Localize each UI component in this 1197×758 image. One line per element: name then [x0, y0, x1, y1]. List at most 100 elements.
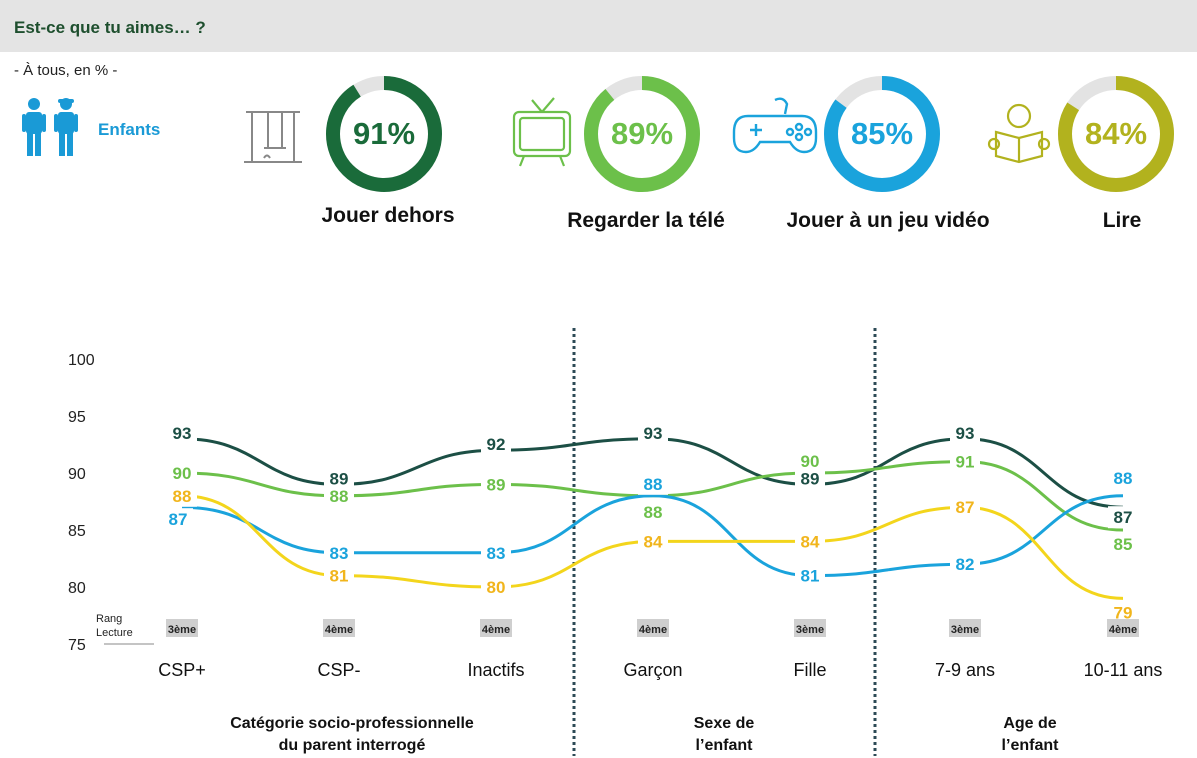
rank-value: 4ème — [482, 624, 510, 636]
kpi-value: 89% — [610, 116, 674, 151]
data-label-bg — [950, 450, 980, 473]
rank-value: 3ème — [796, 624, 824, 636]
data-label: 87 — [1114, 508, 1133, 527]
rank-value: 4ème — [1109, 624, 1137, 636]
data-label: 90 — [173, 464, 192, 483]
rank-badge — [166, 619, 198, 637]
data-label: 84 — [801, 532, 820, 551]
group-label: Catégorie socio-professionnelle — [230, 715, 474, 732]
rank-badge — [323, 619, 355, 637]
data-label-bg — [324, 484, 354, 507]
data-label: 93 — [173, 424, 192, 443]
data-label-bg — [324, 467, 354, 490]
audience-legend: Enfants — [20, 96, 190, 158]
data-label-bg — [167, 462, 197, 484]
data-label-bg — [481, 541, 511, 564]
kpi-label: Regarder la télé — [567, 209, 725, 232]
data-label: 84 — [644, 532, 663, 551]
group-label: du parent interrogé — [279, 737, 426, 754]
y-tick-label: 100 — [68, 352, 95, 369]
data-label-bg — [950, 421, 980, 444]
data-label: 89 — [487, 475, 506, 494]
y-tick-label: 95 — [68, 409, 86, 426]
x-tick-label: 7-9 ans — [935, 660, 995, 680]
data-label: 82 — [956, 555, 975, 574]
data-label: 89 — [801, 469, 820, 488]
data-label-bg — [324, 564, 354, 587]
data-label: 88 — [644, 475, 663, 494]
data-label-bg — [163, 508, 193, 531]
data-label: 81 — [801, 567, 820, 586]
rank-value: 4ème — [325, 624, 353, 636]
tv-icon — [512, 97, 572, 167]
data-label-bg — [950, 553, 980, 576]
kpi-ring — [326, 76, 442, 192]
kpi-value: 91% — [352, 116, 416, 151]
rank-value: 3ème — [168, 624, 196, 636]
group-label: l’enfant — [696, 737, 754, 754]
data-label-bg — [950, 496, 980, 519]
y-tick-label: 85 — [68, 523, 86, 540]
rank-badge — [794, 619, 826, 637]
data-label: 93 — [644, 424, 663, 443]
data-label: 90 — [801, 452, 820, 471]
data-label-bg — [638, 421, 668, 444]
y-tick-label: 80 — [68, 580, 86, 597]
data-label: 85 — [1114, 535, 1133, 554]
data-label: 87 — [169, 510, 188, 529]
rank-label: Lecture — [96, 627, 133, 639]
audience-label: Enfants — [98, 120, 161, 139]
kpi-jouer-jeu-video: 85% Jouer à un jeu vidéo — [728, 72, 990, 272]
data-label: 87 — [956, 498, 975, 517]
page-title: Est-ce que tu aimes… ? — [14, 18, 206, 37]
data-label-bg — [481, 576, 511, 598]
data-label-bg — [167, 421, 197, 444]
x-tick-label: 10-11 ans — [1084, 660, 1163, 680]
kpi-label: Jouer à un jeu vidéo — [786, 209, 990, 232]
header-bar: Est-ce que tu aimes… ? — [0, 0, 1197, 52]
data-label: 92 — [487, 435, 506, 454]
kpi-ring — [824, 76, 940, 192]
kpi-label: Lire — [1102, 209, 1142, 232]
data-label: 93 — [956, 424, 975, 443]
data-label-bg — [638, 500, 668, 523]
group-label: Age de — [1003, 715, 1056, 732]
data-label-bg — [481, 433, 511, 456]
data-label-bg — [167, 484, 197, 507]
swing-icon — [244, 111, 302, 163]
kpi-label: Jouer dehors — [321, 204, 455, 227]
x-tick-label: CSP- — [317, 660, 360, 680]
kpi-value: 84% — [1084, 116, 1148, 151]
data-label-bg — [638, 472, 668, 495]
data-label: 80 — [487, 578, 506, 597]
rank-badge — [637, 619, 669, 637]
kpi-jouer-dehors: 91% Jouer dehors — [238, 72, 478, 252]
reading-icon — [987, 103, 1051, 164]
gamepad-icon — [732, 97, 818, 154]
rank-badge — [1107, 619, 1139, 637]
x-tick-label: Fille — [793, 660, 826, 680]
data-label-bg — [638, 530, 668, 553]
data-label: 88 — [1114, 469, 1133, 488]
group-label: Sexe de — [694, 715, 755, 732]
data-label-bg — [795, 467, 825, 490]
data-label-bg — [1108, 466, 1138, 489]
kpi-ring — [1058, 76, 1174, 192]
kpi-lire: 84% Lire — [982, 72, 1192, 252]
rank-label: Rang — [96, 613, 122, 625]
data-label-bg — [795, 530, 825, 553]
data-label-bg — [324, 541, 354, 564]
subtitle: - À tous, en % - — [14, 62, 118, 79]
group-label: l’enfant — [1002, 737, 1060, 754]
data-label: 81 — [330, 567, 349, 586]
children-icon — [22, 98, 78, 156]
kpi-regarder-la-tele: 89% Regarder la télé — [506, 72, 726, 272]
data-label-bg — [795, 564, 825, 587]
rank-badge — [480, 619, 512, 637]
data-label: 88 — [173, 487, 192, 506]
rank-value: 3ème — [951, 624, 979, 636]
x-tick-label: CSP+ — [158, 660, 206, 680]
data-label-bg — [1108, 601, 1138, 624]
y-tick-label: 90 — [68, 466, 86, 483]
